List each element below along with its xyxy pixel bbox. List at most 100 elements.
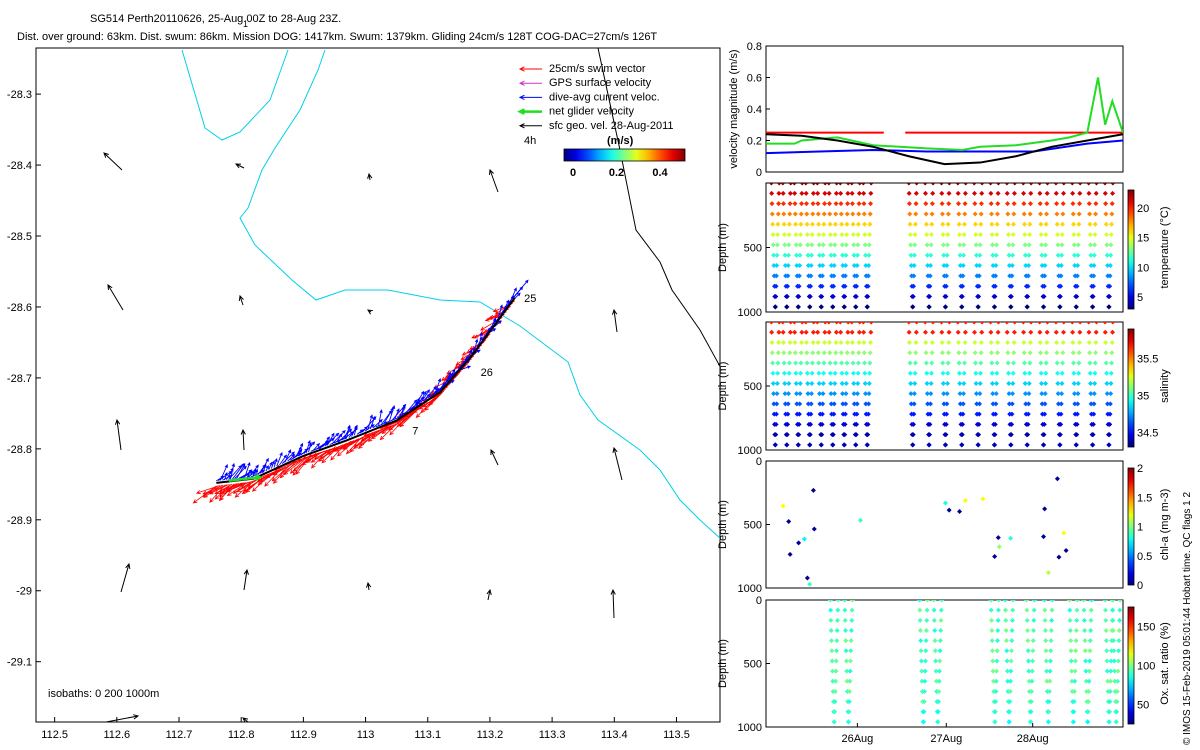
data-marker bbox=[1011, 190, 1017, 196]
dac-arrow bbox=[497, 304, 503, 319]
data-marker bbox=[833, 668, 839, 674]
data-marker bbox=[1086, 678, 1092, 684]
geo-velocity-arrow bbox=[490, 448, 499, 466]
data-marker bbox=[1070, 329, 1076, 335]
data-marker bbox=[943, 421, 949, 427]
data-marker bbox=[1031, 600, 1037, 603]
data-marker bbox=[940, 360, 946, 366]
data-marker bbox=[1088, 607, 1094, 613]
data-marker bbox=[1056, 554, 1062, 560]
data-marker bbox=[1009, 617, 1015, 623]
data-marker bbox=[978, 350, 984, 356]
data-marker bbox=[1086, 339, 1092, 345]
data-marker bbox=[771, 252, 777, 258]
data-marker bbox=[1055, 263, 1061, 269]
dac-arrow bbox=[279, 454, 287, 466]
data-marker bbox=[855, 360, 861, 366]
data-marker bbox=[769, 190, 775, 196]
data-marker bbox=[850, 360, 856, 366]
data-marker bbox=[911, 411, 917, 417]
data-marker bbox=[928, 242, 934, 248]
data-marker bbox=[818, 442, 824, 448]
data-marker bbox=[799, 183, 805, 186]
data-marker bbox=[855, 380, 861, 386]
data-marker bbox=[937, 638, 943, 644]
data-marker bbox=[1090, 304, 1096, 310]
data-marker bbox=[844, 370, 850, 376]
data-marker bbox=[1094, 322, 1100, 325]
dac-arrow bbox=[474, 338, 479, 351]
data-marker bbox=[1058, 283, 1064, 289]
data-marker bbox=[1088, 401, 1094, 407]
data-marker bbox=[957, 391, 963, 397]
data-marker bbox=[972, 211, 978, 217]
data-marker bbox=[808, 252, 814, 258]
data-marker bbox=[1071, 242, 1077, 248]
data-marker bbox=[993, 391, 999, 397]
data-marker bbox=[1003, 607, 1009, 613]
map-x-tick-label: 113 bbox=[357, 729, 375, 741]
data-marker bbox=[940, 232, 946, 238]
data-marker bbox=[943, 304, 949, 310]
data-marker bbox=[1102, 322, 1108, 325]
data-marker bbox=[1114, 688, 1120, 694]
data-marker bbox=[811, 183, 817, 186]
data-marker bbox=[830, 304, 836, 310]
data-marker bbox=[856, 329, 862, 335]
colorbar-tick-label: 0 bbox=[570, 167, 576, 179]
data-marker bbox=[924, 607, 930, 613]
data-marker bbox=[1103, 339, 1109, 345]
swim-vector-arrow bbox=[221, 482, 247, 494]
y-axis-label: velocity magnitude (m/s) bbox=[728, 49, 740, 168]
data-marker bbox=[940, 221, 946, 227]
data-marker bbox=[781, 350, 787, 356]
data-marker bbox=[936, 668, 942, 674]
colorbar-label: salinity bbox=[1159, 369, 1171, 403]
data-marker bbox=[993, 411, 999, 417]
data-marker bbox=[945, 221, 951, 227]
data-marker bbox=[775, 350, 781, 356]
data-marker bbox=[973, 380, 979, 386]
dac-arrow bbox=[295, 442, 304, 458]
data-marker bbox=[850, 211, 856, 217]
map-y-tick-label: -28.8 bbox=[7, 444, 32, 456]
data-marker bbox=[1047, 668, 1053, 674]
data-marker bbox=[797, 391, 803, 397]
data-marker bbox=[990, 263, 996, 269]
legend-arrow bbox=[518, 66, 542, 72]
panel-frame bbox=[765, 321, 1124, 451]
data-marker bbox=[833, 329, 839, 335]
data-marker bbox=[1092, 232, 1098, 238]
data-marker bbox=[1022, 232, 1028, 238]
data-marker bbox=[1061, 183, 1067, 186]
data-marker bbox=[1086, 183, 1092, 186]
dac-arrow bbox=[370, 415, 376, 430]
data-marker bbox=[1042, 617, 1048, 623]
data-marker bbox=[1103, 221, 1109, 227]
data-marker bbox=[995, 322, 1001, 325]
data-marker bbox=[1031, 607, 1037, 613]
data-marker bbox=[854, 273, 860, 279]
data-marker bbox=[1109, 339, 1115, 345]
data-marker bbox=[1028, 190, 1034, 196]
data-marker bbox=[922, 329, 928, 335]
data-marker bbox=[1085, 699, 1091, 705]
dac-arrow bbox=[466, 349, 473, 360]
data-marker bbox=[851, 401, 857, 407]
data-marker bbox=[776, 190, 782, 196]
data-marker bbox=[962, 497, 968, 503]
data-marker bbox=[960, 411, 966, 417]
data-marker bbox=[972, 190, 978, 196]
dac-arrow bbox=[418, 390, 427, 405]
data-marker bbox=[868, 190, 874, 196]
data-marker bbox=[1042, 252, 1048, 258]
data-marker bbox=[929, 339, 935, 345]
data-marker bbox=[1039, 401, 1045, 407]
data-marker bbox=[843, 391, 849, 397]
data-marker bbox=[842, 600, 848, 603]
data-marker bbox=[910, 432, 916, 438]
data-marker bbox=[848, 648, 854, 654]
data-marker bbox=[1110, 627, 1116, 633]
data-marker bbox=[922, 658, 928, 664]
data-marker bbox=[975, 304, 981, 310]
